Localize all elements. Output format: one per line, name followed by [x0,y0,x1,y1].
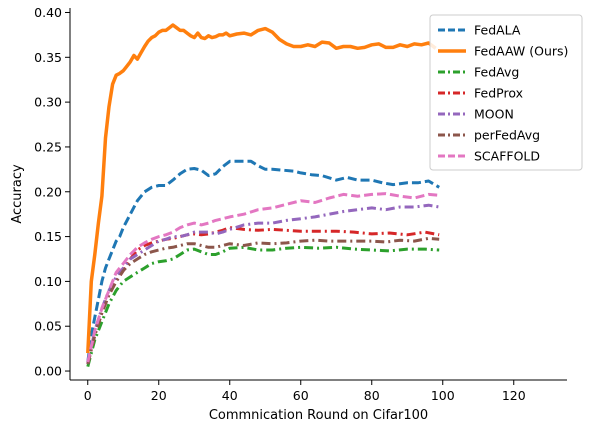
legend-label: FedAAW (Ours) [474,44,568,59]
legend-label: FedALA [474,23,521,38]
x-tick-label: 20 [151,388,167,403]
ticks: 0 20 40 60 80 100 120 0.00 0.05 0.10 0.15 0.20 0.25 0… [34,5,526,403]
legend-label: SCAFFOLD [474,149,540,164]
x-tick-label: 60 [293,388,309,403]
legend-box [429,14,583,171]
y-tick-label: 0.05 [34,319,62,334]
y-tick-label: 0.20 [34,184,62,199]
legend-label: MOON [474,107,514,122]
legend-label: FedProx [474,86,523,101]
plot-lines [86,23,440,367]
y-tick-label: 0.35 [34,50,62,65]
y-tick-label: 0.30 [34,95,62,110]
y-tick-label: 0.25 [34,139,62,154]
x-axis-label: Commnication Round on Cifar100 [209,408,428,423]
x-tick-label: 80 [364,388,380,403]
series-line-scaffold [86,192,440,363]
y-tick-label: 0.10 [34,274,62,289]
y-tick-label: 0.00 [34,364,62,379]
series-line-fedala [86,159,440,363]
legend-label: perFedAvg [474,128,540,143]
legend-label: FedAvg [474,65,519,80]
y-tick-label: 0.40 [34,5,62,20]
series-line-perfedavg [86,236,440,365]
legend: FedALA FedAAW (Ours) FedAvg FedProx MOON perF… [429,14,583,171]
x-tick-label: 40 [222,388,238,403]
y-axis-label: Accuracy [10,164,25,224]
x-tick-label: 100 [431,388,455,403]
series-line-fedavg [86,245,440,367]
x-tick-label: 120 [502,388,526,403]
axes [69,8,567,381]
series-line-fedaaw-ours [86,23,437,354]
y-tick-label: 0.15 [34,229,62,244]
series-line-moon [86,203,440,365]
x-tick-label: 0 [84,388,92,403]
series-line-fedprox [86,226,440,365]
